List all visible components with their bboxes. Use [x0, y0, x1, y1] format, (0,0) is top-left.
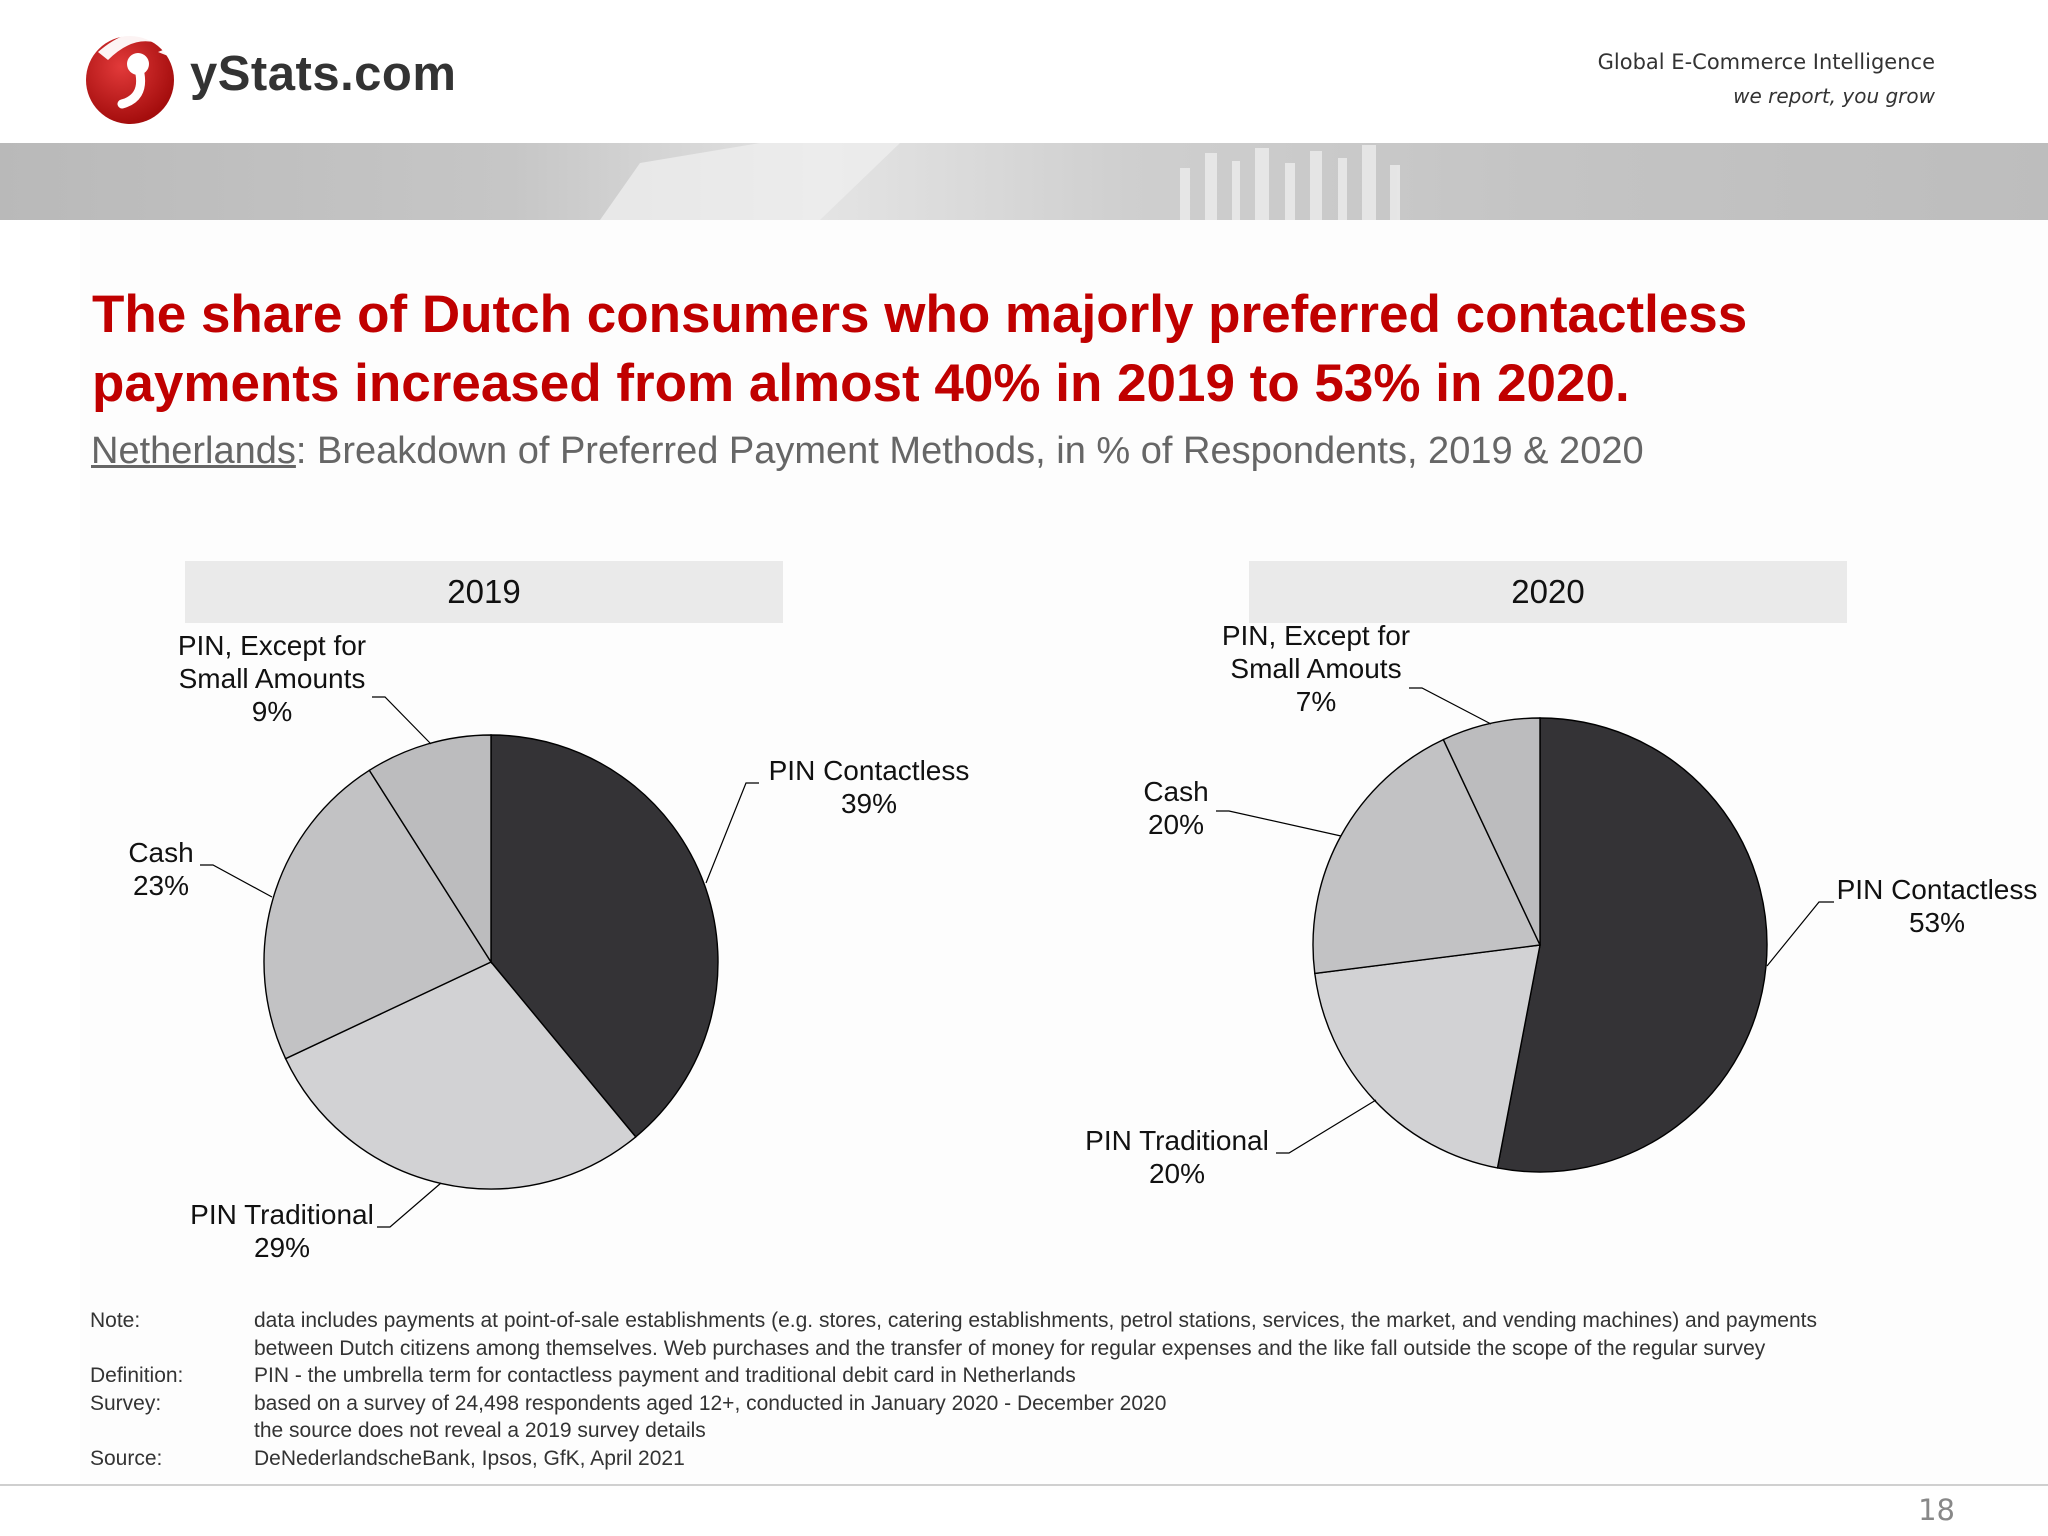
- pie-2019-label-cash: Cash 23%: [128, 837, 193, 901]
- notes-section: Note: data includes payments at point-of-…: [90, 1307, 1990, 1472]
- slice-value: 39%: [841, 788, 897, 819]
- page-number: 18: [1918, 1493, 1955, 1527]
- pie-2020-slice-pin-contactless: [1496, 717, 1768, 1173]
- pie-2020-leader-pin-contactless: [1766, 901, 1834, 967]
- pie-charts: PIN Contactless 39%PIN Traditional 29%Cash…: [128, 620, 2038, 1263]
- pie-2020-leader-pin-except-for-small-amouts: [1409, 687, 1492, 725]
- slice-label: PIN, Except for: [1222, 620, 1410, 651]
- pie-2019-label-pin-traditional: PIN Traditional 29%: [190, 1199, 374, 1263]
- headline: The share of Dutch consumers who majorly…: [92, 285, 1748, 413]
- note-text: the source does not reveal a 2019 survey…: [254, 1419, 706, 1442]
- note-text: data includes payments at point-of-sale …: [254, 1309, 1817, 1332]
- slice-label: PIN Contactless: [769, 755, 970, 786]
- pie-2019-slice-pin-contactless: [490, 734, 719, 1138]
- slice-value: 9%: [252, 696, 292, 727]
- note-text: between Dutch citizens among themselves.…: [254, 1336, 1766, 1360]
- ystats-logo-icon: [86, 31, 182, 124]
- pie-2019-slice-pin-except-for-small-amounts: [368, 734, 492, 965]
- slice-label: Cash: [128, 837, 193, 868]
- pie-2019-leader-pin-contactless: [705, 782, 759, 884]
- pie-2020-label-pin-traditional: PIN Traditional 20%: [1085, 1125, 1269, 1189]
- subtitle-country: Netherlands: [91, 430, 296, 472]
- note-text: based on a survey of 24,498 respondents …: [254, 1391, 1167, 1415]
- tagline-line2: we report, you grow: [1733, 84, 1935, 108]
- slice-value: 20%: [1148, 809, 1204, 840]
- subtitle-text: : Breakdown of Preferred Payment Methods…: [295, 430, 1644, 472]
- header: yStats.com Global E-Commerce Intelligenc…: [0, 0, 2048, 143]
- note-label: Source:: [90, 1446, 163, 1470]
- banner-decoration: [600, 143, 1400, 220]
- chart-2019-title: 2019: [185, 561, 783, 623]
- note-row: Definition: PIN - the umbrella term for c…: [90, 1362, 1990, 1390]
- slice-label: Cash: [1143, 776, 1208, 807]
- pie-2020-leader-pin-traditional: [1276, 1099, 1377, 1154]
- tagline: Global E-Commerce Intelligence we report…: [1598, 50, 1935, 108]
- note-text: PIN - the umbrella term for contactless …: [254, 1364, 1076, 1387]
- pie-2020-slice-cash: [1312, 738, 1542, 975]
- pie-2020-label-cash: Cash 20%: [1143, 776, 1208, 840]
- slice-value: 7%: [1296, 686, 1336, 717]
- note-label: Note:: [90, 1309, 141, 1332]
- note-row: Source: DeNederlandscheBank, Ipsos, GfK, …: [90, 1445, 1990, 1473]
- pie-2019-slice-pin-traditional: [284, 961, 637, 1190]
- pie-2019-label-pin-contactless: PIN Contactless 39%: [769, 755, 970, 819]
- note-label: Survey:: [90, 1391, 162, 1415]
- slice-label: PIN Contactless: [1837, 874, 2038, 905]
- subtitle: Netherlands: Breakdown of Preferred Paym…: [91, 430, 1644, 473]
- slice-label: PIN, Except for: [178, 630, 366, 661]
- pie-2019-label-pin-except-for-small-amounts: PIN, Except for Small Amounts 9%: [178, 630, 366, 727]
- logo-text: yStats.com: [190, 47, 457, 101]
- slice-label: PIN Traditional: [190, 1199, 374, 1230]
- pie-2020-label-pin-except-for-small-amouts: PIN, Except for Small Amouts 7%: [1222, 620, 1410, 717]
- pie-2019-leader-cash: [200, 864, 273, 898]
- note-row: Note: data includes payments at point-of-…: [90, 1307, 1990, 1362]
- slice-label: Small Amounts: [179, 663, 366, 694]
- slice-label: PIN Traditional: [1085, 1125, 1269, 1156]
- pie-2019-leader-pin-except-for-small-amounts: [372, 696, 432, 745]
- slice-value: 20%: [1149, 1158, 1205, 1189]
- tagline-line1: Global E-Commerce Intelligence: [1597, 50, 1935, 74]
- slice-value: 29%: [254, 1232, 310, 1263]
- pie-2019-leader-pin-traditional: [377, 1182, 442, 1228]
- slice-label: Small Amouts: [1230, 653, 1401, 684]
- note-text: DeNederlandscheBank, Ipsos, GfK, April 2…: [254, 1446, 685, 1470]
- note-row: Survey: based on a survey of 24,498 respo…: [90, 1390, 1990, 1445]
- footer-divider: [0, 1484, 2048, 1486]
- pie-2019-slice-cash: [263, 769, 493, 1060]
- header-banner: [0, 143, 2048, 220]
- pie-2020-label-pin-contactless: PIN Contactless 53%: [1837, 874, 2038, 938]
- slice-value: 23%: [133, 870, 189, 901]
- note-label: Definition:: [90, 1364, 184, 1387]
- pie-2020-leader-cash: [1216, 810, 1342, 837]
- slice-value: 53%: [1909, 907, 1965, 938]
- chart-2020-title: 2020: [1249, 561, 1847, 623]
